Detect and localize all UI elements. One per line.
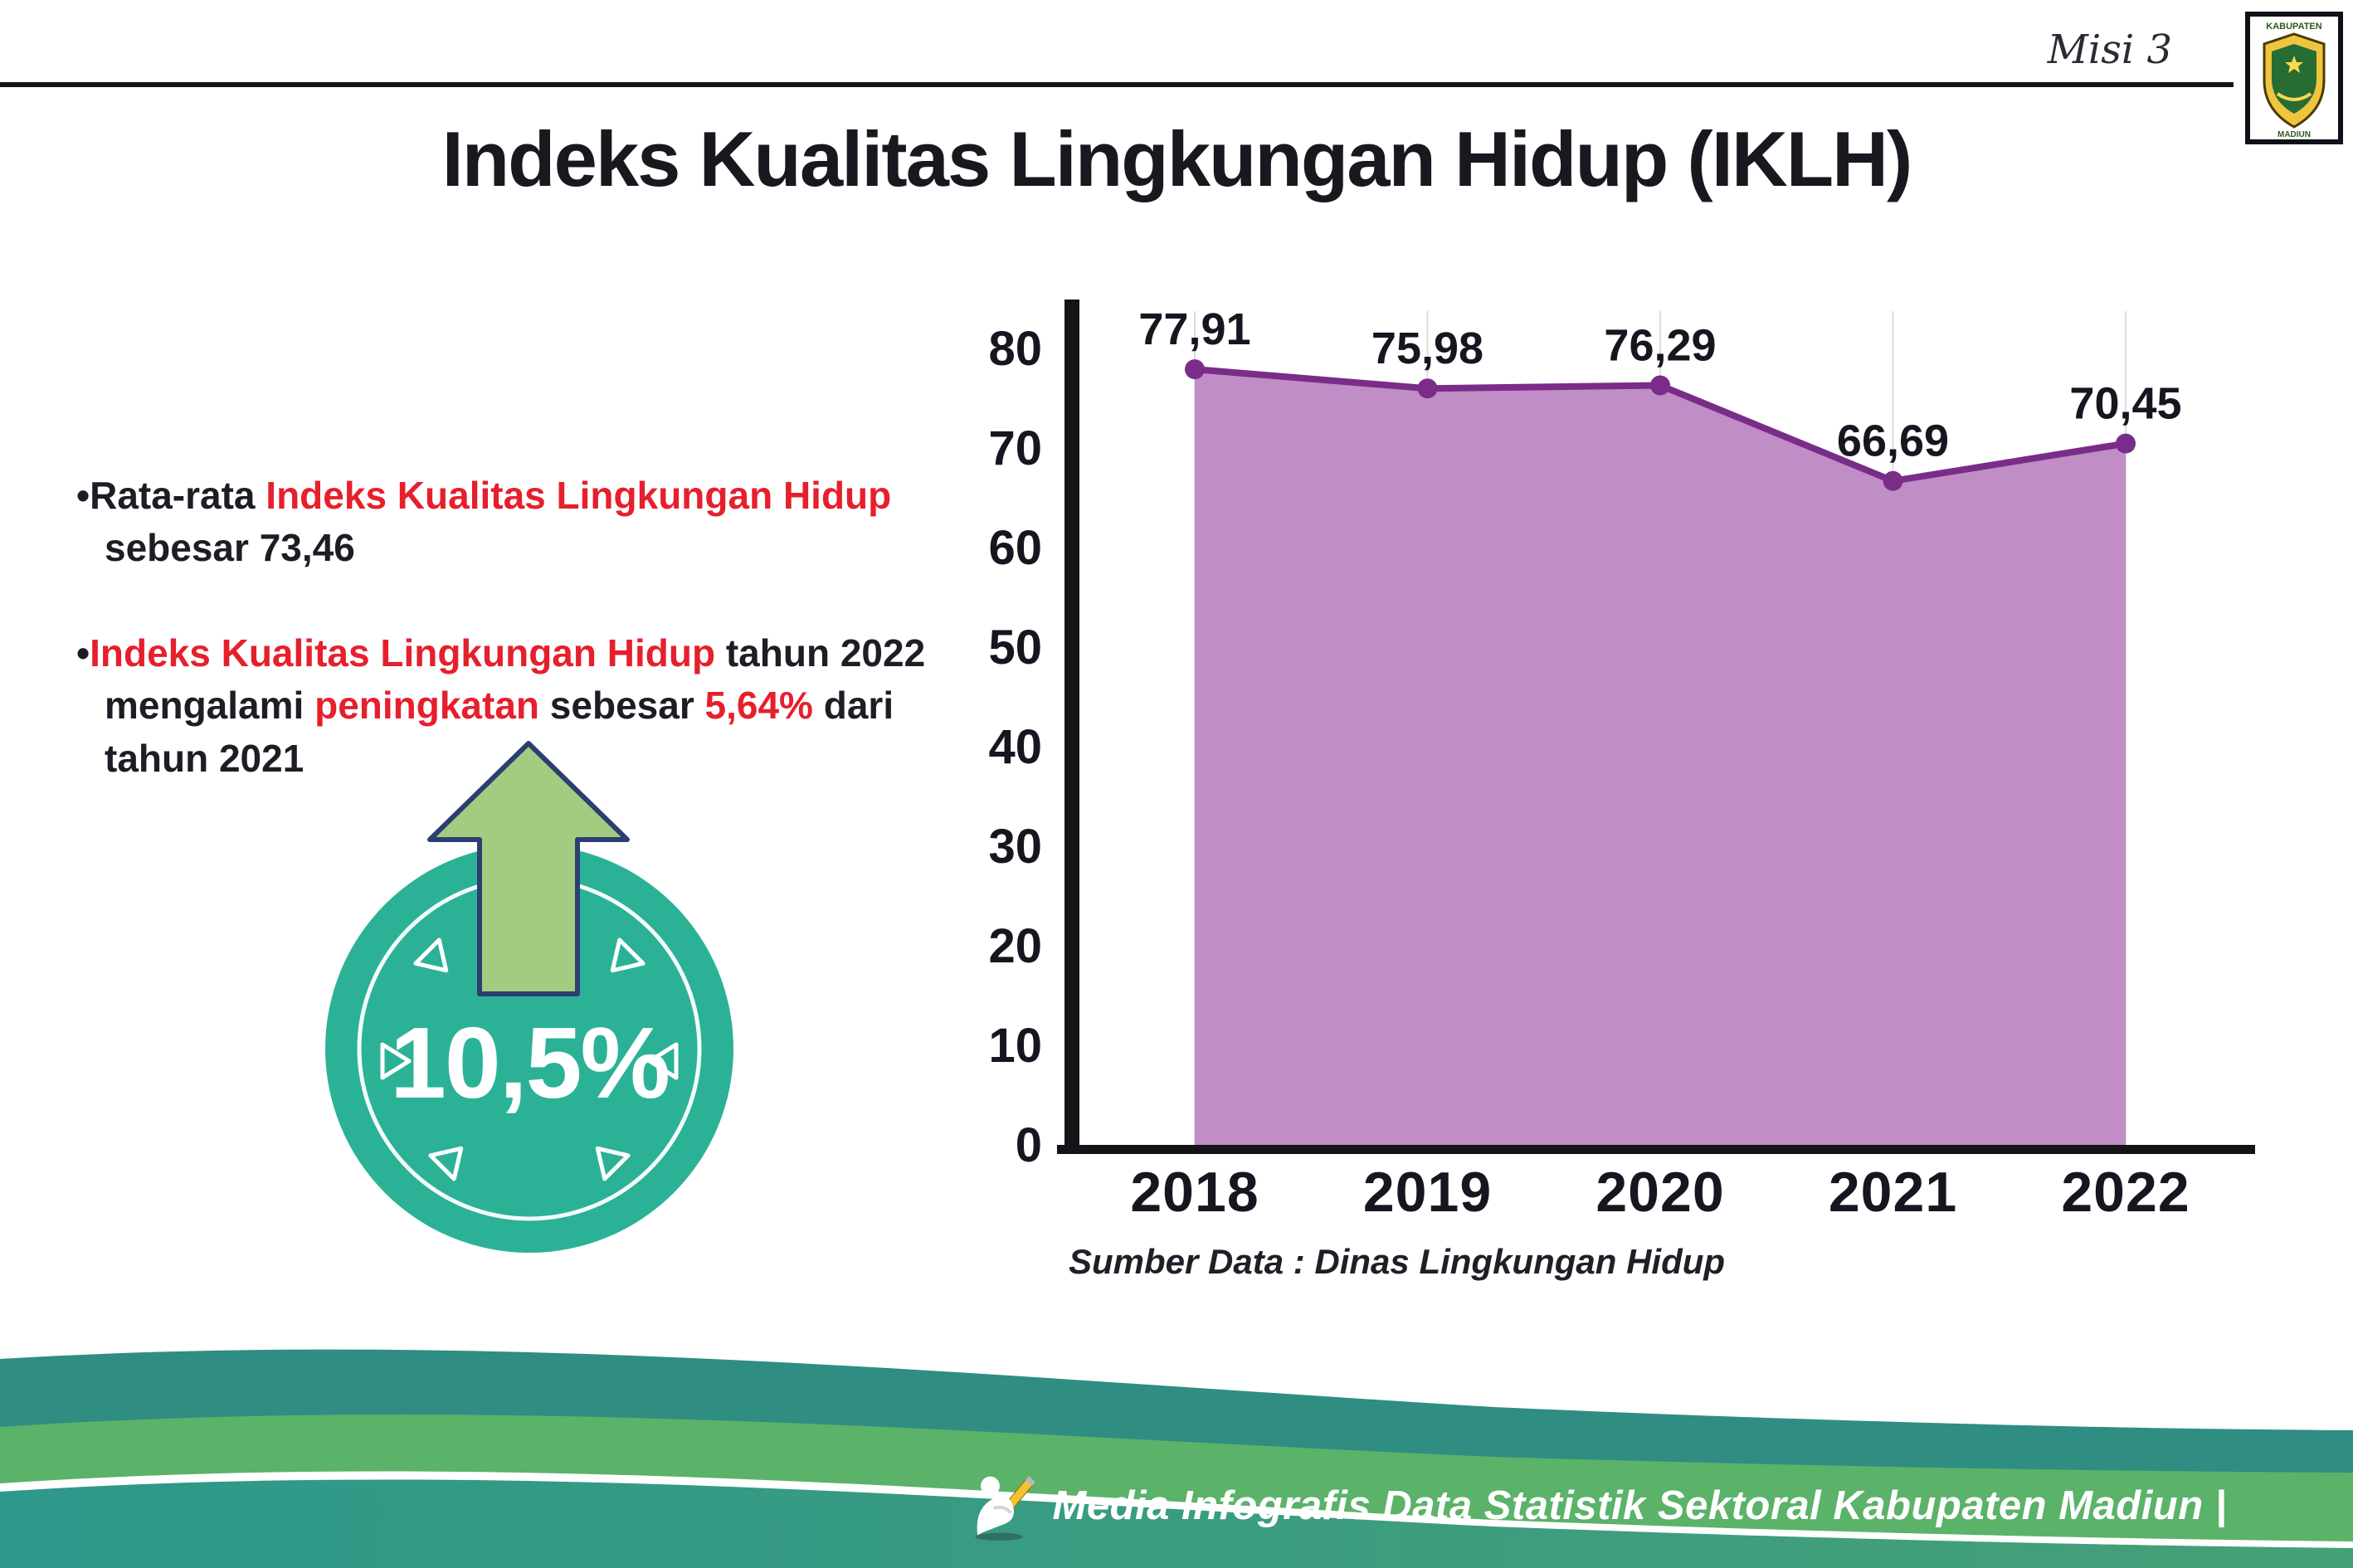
svg-text:77,91: 77,91 <box>1138 304 1250 354</box>
svg-text:76,29: 76,29 <box>1604 321 1716 371</box>
footer-wave <box>0 1349 2353 1568</box>
writer-icon <box>974 1476 1035 1541</box>
increase-percentage: 10,5% <box>390 1006 670 1119</box>
svg-text:30: 30 <box>988 820 1042 874</box>
svg-text:80: 80 <box>988 322 1042 376</box>
svg-text:10: 10 <box>988 1019 1042 1073</box>
svg-text:2019: 2019 <box>1363 1161 1492 1224</box>
svg-text:50: 50 <box>988 621 1042 674</box>
data-source-note: Sumber Data : Dinas Lingkungan Hidup <box>1069 1242 1726 1281</box>
svg-text:66,69: 66,69 <box>1837 416 1949 466</box>
logo-text-madiun: MADIUN <box>2277 130 2311 139</box>
header-rule <box>0 82 2234 87</box>
iklh-area-chart-svg: 77,91 75,98 76,29 66,69 70,45 0 10 20 30 40 50 60 70… <box>988 299 2255 1224</box>
svg-text:2020: 2020 <box>1595 1161 1724 1224</box>
bullet-increase-iklh: •Indeks Kualitas Lingkungan Hidup tahun … <box>76 631 926 780</box>
svg-text:70: 70 <box>988 421 1042 475</box>
svg-text:70,45: 70,45 <box>2069 379 2181 429</box>
misi-label: Misi 3 <box>2047 27 2172 73</box>
kabupaten-madiun-crest: KABUPATEN MADIUN <box>2263 22 2326 139</box>
svg-text:2021: 2021 <box>1829 1161 1957 1224</box>
svg-text:2018: 2018 <box>1130 1161 1259 1224</box>
svg-text:20: 20 <box>988 919 1042 973</box>
svg-text:60: 60 <box>988 521 1042 575</box>
svg-text:75,98: 75,98 <box>1371 324 1483 373</box>
kabupaten-madiun-logo: KABUPATEN MADIUN <box>2245 12 2343 144</box>
logo-text-kabupaten: KABUPATEN <box>2266 22 2321 32</box>
footer: Media Infografis Data Statistik Sektoral… <box>963 1470 2227 1541</box>
svg-text:40: 40 <box>988 720 1042 774</box>
iklh-area-chart: 77,91 75,98 76,29 66,69 70,45 0 10 20 30 40 50 60 70… <box>979 278 2273 1249</box>
badge-tick-triangles <box>380 937 679 1181</box>
svg-text:2022: 2022 <box>2061 1161 2190 1224</box>
page-title: Indeks Kualitas Lingkungan Hidup (IKLH) <box>441 115 1913 202</box>
up-arrow-icon <box>427 741 630 996</box>
bullet-average-iklh: •Rata-rata Indeks Kualitas Lingkungan Hi… <box>76 474 892 570</box>
footer-caption: Media Infografis Data Statistik Sektoral… <box>1052 1483 2227 1528</box>
svg-text:0: 0 <box>1016 1118 1042 1172</box>
